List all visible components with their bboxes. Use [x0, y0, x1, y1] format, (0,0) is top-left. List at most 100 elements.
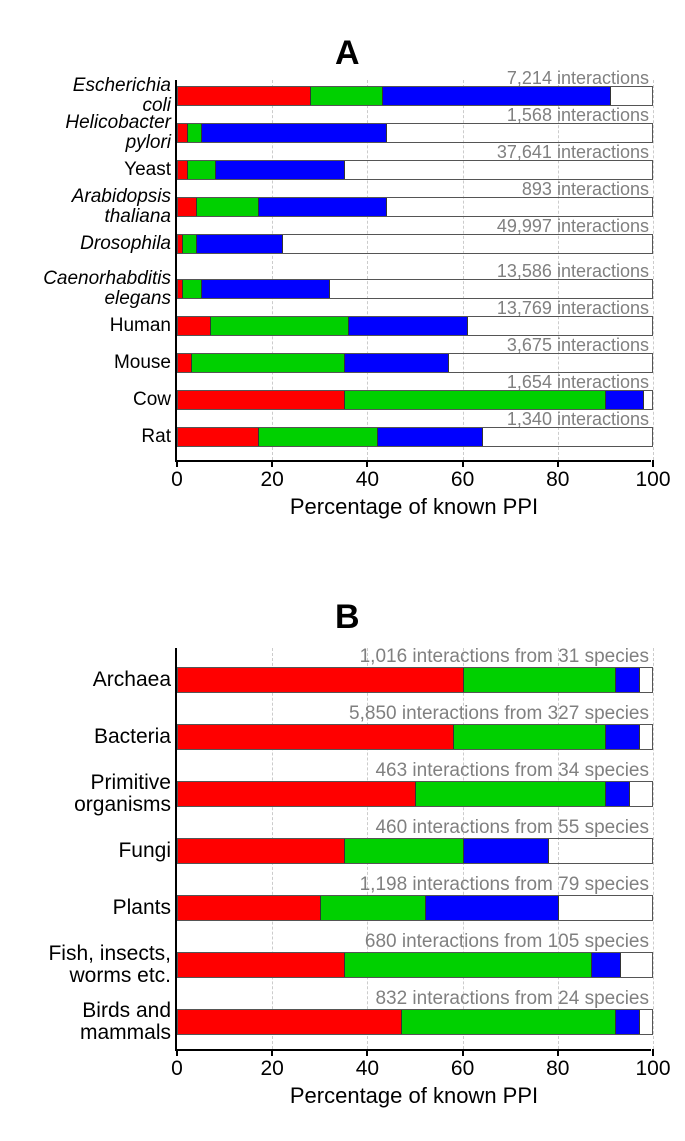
row-annotation: 5,850 interactions from 327 species [349, 703, 649, 725]
row-label: Primitiveorganisms [74, 772, 177, 816]
chart-row: Mouse3,675 interactions [177, 353, 651, 373]
chart-row: Bacteria5,850 interactions from 327 spec… [177, 724, 651, 750]
row-label: Helicobacterpylori [65, 113, 177, 153]
bar-segment [592, 953, 621, 977]
bar-segment [345, 953, 593, 977]
row-label: Caenorhabditiselegans [43, 269, 177, 309]
bar-track [177, 197, 653, 217]
row-annotation: 460 interactions from 55 species [375, 817, 649, 839]
row-annotation: 832 interactions from 24 species [375, 988, 649, 1010]
bar-segment [178, 839, 345, 863]
bar-track [177, 781, 653, 807]
row-label: Mouse [114, 353, 177, 373]
chart-row: Caenorhabditiselegans13,586 interactions [177, 279, 651, 299]
bar-segment [345, 354, 450, 372]
row-label: Escherichiacoli [73, 76, 177, 116]
gridline [653, 80, 654, 460]
bar-track [177, 353, 653, 373]
row-label: Human [110, 316, 177, 336]
bar-track [177, 895, 653, 921]
bar-segment [178, 782, 416, 806]
plot-area-B: Archaea1,016 interactions from 31 specie… [175, 648, 651, 1051]
bar-segment [197, 198, 259, 216]
chart-row: Cow1,654 interactions [177, 390, 651, 410]
bar-segment [178, 161, 188, 179]
bar-track [177, 234, 653, 254]
bar-segment [259, 428, 378, 446]
bar-segment [416, 782, 606, 806]
chart-row: Yeast37,641 interactions [177, 160, 651, 180]
bar-segment [378, 428, 483, 446]
bar-track [177, 724, 653, 750]
panel-title-A: A [335, 34, 360, 73]
bar-track [177, 1009, 653, 1035]
chart-row: Drosophila49,997 interactions [177, 234, 651, 254]
row-annotation: 1,198 interactions from 79 species [360, 874, 649, 896]
chart-row: Plants1,198 interactions from 79 species [177, 895, 651, 921]
bar-track [177, 160, 653, 180]
bar-track [177, 316, 653, 336]
bar-segment [178, 124, 188, 142]
gridline [653, 648, 654, 1049]
bar-track [177, 123, 653, 143]
bar-segment [178, 896, 321, 920]
bar-track [177, 427, 653, 447]
bar-segment [216, 161, 345, 179]
row-label: Birds andmammals [80, 1000, 177, 1044]
bar-segment [183, 280, 202, 298]
bar-segment [349, 317, 468, 335]
bar-segment [183, 235, 197, 253]
bar-segment [178, 668, 464, 692]
panel-title-B: B [335, 598, 360, 637]
bar-segment [178, 1010, 402, 1034]
row-label: Rat [141, 427, 177, 447]
bar-track [177, 279, 653, 299]
bar-segment [178, 725, 454, 749]
row-label: Fish, insects,worms etc. [48, 943, 177, 987]
bar-segment [202, 124, 388, 142]
row-label: Drosophila [80, 234, 177, 254]
bar-segment [178, 354, 192, 372]
row-label: Cow [133, 390, 177, 410]
row-annotation: 680 interactions from 105 species [365, 931, 649, 953]
chart-row: Human13,769 interactions [177, 316, 651, 336]
row-annotation: 1,016 interactions from 31 species [360, 646, 649, 668]
bar-track [177, 667, 653, 693]
bar-segment [178, 87, 311, 105]
row-label: Archaea [93, 669, 177, 691]
chart-row: Primitiveorganisms463 interactions from … [177, 781, 651, 807]
bar-segment [402, 1010, 616, 1034]
bar-segment [464, 839, 550, 863]
row-annotation: 463 interactions from 34 species [375, 760, 649, 782]
bar-track [177, 390, 653, 410]
bar-segment [188, 124, 202, 142]
chart-row: Archaea1,016 interactions from 31 specie… [177, 667, 651, 693]
bar-segment [464, 668, 616, 692]
row-label: Arabidopsisthaliana [72, 187, 177, 227]
bar-segment [192, 354, 344, 372]
bar-segment [616, 668, 640, 692]
bar-segment [178, 317, 211, 335]
bar-segment [188, 161, 217, 179]
bar-segment [311, 87, 382, 105]
chart-row: Fungi460 interactions from 55 species [177, 838, 651, 864]
chart-row: Helicobacterpylori1,568 interactions [177, 123, 651, 143]
row-label: Plants [113, 897, 177, 919]
bar-segment [383, 87, 611, 105]
bar-track [177, 952, 653, 978]
bar-segment [606, 391, 644, 409]
bar-segment [606, 782, 630, 806]
bar-segment [211, 317, 349, 335]
bar-segment [345, 839, 464, 863]
figure-root: AEscherichiacoli7,214 interactionsHelico… [0, 0, 685, 1141]
bar-segment [259, 198, 388, 216]
bar-segment [202, 280, 331, 298]
bar-segment [321, 896, 426, 920]
bar-segment [616, 1010, 640, 1034]
chart-row: Rat1,340 interactions [177, 427, 651, 447]
x-axis-label: Percentage of known PPI [177, 460, 651, 520]
bar-segment [178, 953, 345, 977]
bar-segment [454, 725, 606, 749]
bar-track [177, 86, 653, 106]
chart-row: Birds andmammals832 interactions from 24… [177, 1009, 651, 1035]
